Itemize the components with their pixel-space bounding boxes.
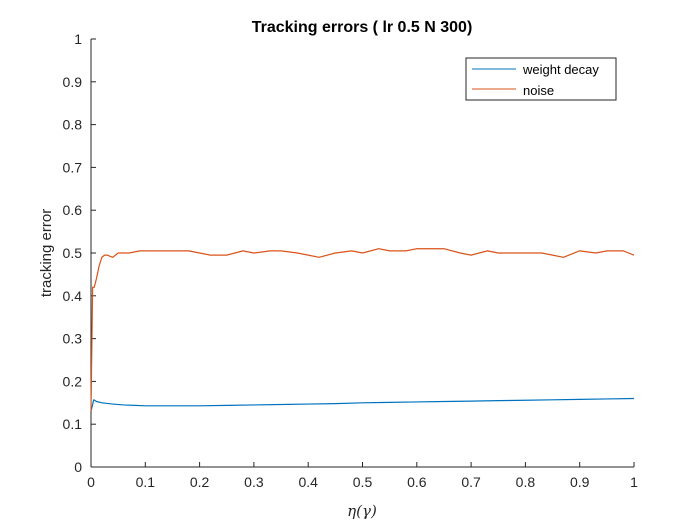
x-tick-label: 0.4 xyxy=(298,474,318,490)
y-tick-label: 0.9 xyxy=(63,74,83,90)
x-tick-label: 0.9 xyxy=(570,474,590,490)
x-tick-label: 1 xyxy=(630,474,638,490)
x-tick-label: 0 xyxy=(87,474,95,490)
series-line-weight-decay xyxy=(90,397,635,412)
y-tick-label: 0.1 xyxy=(63,416,83,432)
y-tick-label: 0.7 xyxy=(63,159,83,175)
y-tick-label: 0.5 xyxy=(63,245,83,261)
y-tick-label: 0.4 xyxy=(63,288,83,304)
series-line-noise xyxy=(90,248,635,412)
x-tick-label: 0.1 xyxy=(136,474,156,490)
x-axis-label: η(γ) xyxy=(347,502,377,520)
x-tick-label: 0.5 xyxy=(353,474,373,490)
legend-box xyxy=(465,57,617,101)
y-tick-label: 0.2 xyxy=(63,373,83,389)
x-tick-label: 0.7 xyxy=(461,474,481,490)
x-tick-label: 0.6 xyxy=(407,474,427,490)
legend: weight decay noise xyxy=(465,57,617,101)
x-tick-label: 0.8 xyxy=(516,474,536,490)
y-tick-label: 0.6 xyxy=(63,202,83,218)
axes: 0 0.1 0.2 0.3 0.4 0.5 0.6 0.7 0.8 0.9 1 0 0.1 0.2 0.3 0… xyxy=(63,31,639,490)
legend-label-noise: noise xyxy=(523,83,554,98)
legend-label-weight-decay: weight decay xyxy=(522,62,599,77)
chart-title: Tracking errors ( lr 0.5 N 300) xyxy=(252,19,473,36)
y-tick-label: 0 xyxy=(74,459,82,475)
x-tick-label: 0.2 xyxy=(190,474,210,490)
y-tick-label: 0.3 xyxy=(63,331,83,347)
x-tick-label: 0.3 xyxy=(244,474,264,490)
series-layer xyxy=(90,248,635,412)
y-tick-label: 1 xyxy=(74,31,82,47)
y-axis-label: tracking error xyxy=(38,209,55,297)
y-tick-label: 0.8 xyxy=(63,117,83,133)
